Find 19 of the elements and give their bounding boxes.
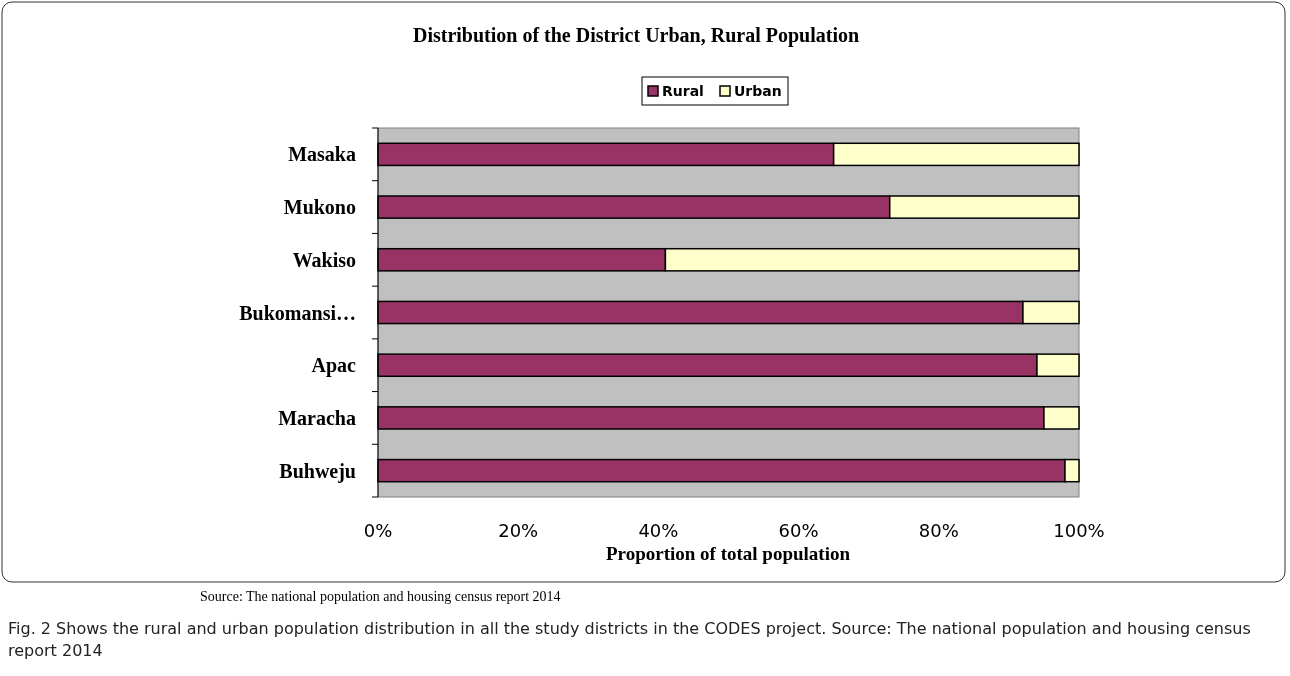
legend-label: Urban: [734, 83, 782, 99]
y-tick-label: Masaka: [288, 143, 356, 166]
x-tick-label: 0%: [363, 520, 393, 541]
x-tick-label: 100%: [1053, 520, 1105, 541]
y-tick-label: Mukono: [283, 196, 356, 219]
caption: Fig. 2 Shows the rural and urban population distribution in all the study districts in the CODES project. Source: The national population and housing census report 2014: [8, 618, 1252, 662]
source-note: Source: The national population and housing census report 2014: [200, 589, 561, 604]
y-tick-label: Buhweju: [279, 459, 356, 483]
y-tick-label: Apac: [311, 354, 357, 378]
legend-label: Rural: [662, 83, 704, 99]
x-tick-label: 80%: [918, 520, 959, 541]
x-tick-label: 20%: [498, 520, 539, 541]
x-tick-label: 60%: [778, 520, 819, 541]
y-tick-label: Maracha: [278, 406, 356, 429]
x-tick-label: 40%: [638, 520, 679, 541]
chart-title: Distribution of the District Urban, Rural Population: [412, 24, 860, 47]
y-tick-label: Bukomansi…: [239, 301, 356, 324]
x-axis-title: Proportion of total population: [605, 543, 851, 564]
y-tick-label: Wakiso: [292, 248, 356, 271]
